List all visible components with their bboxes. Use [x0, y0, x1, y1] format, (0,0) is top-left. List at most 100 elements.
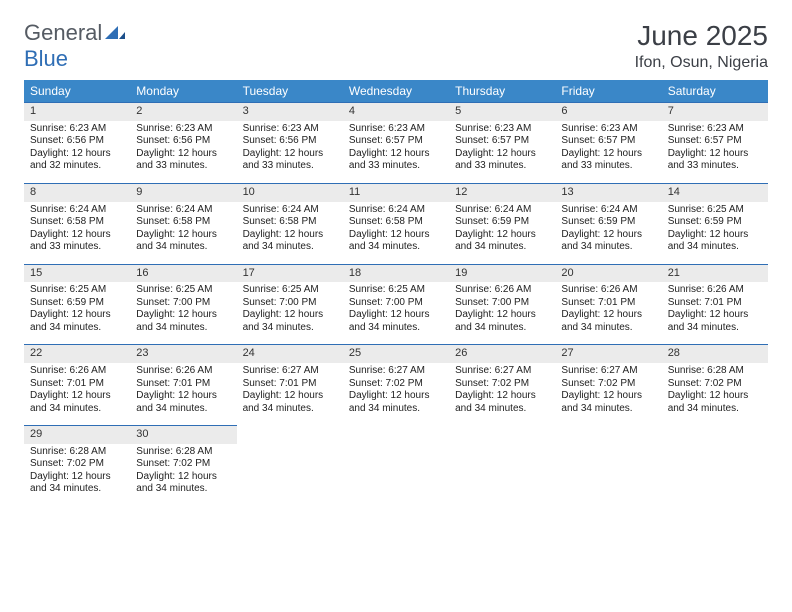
- daylight-line2: and 34 minutes.: [243, 322, 337, 335]
- sunset-text: Sunset: 6:59 PM: [561, 216, 655, 229]
- day-content: Sunrise: 6:26 AMSunset: 7:01 PMDaylight:…: [662, 282, 768, 344]
- day-content: Sunrise: 6:23 AMSunset: 6:57 PMDaylight:…: [662, 121, 768, 183]
- day-content: Sunrise: 6:24 AMSunset: 6:58 PMDaylight:…: [343, 202, 449, 264]
- sunrise-text: Sunrise: 6:24 AM: [136, 204, 230, 217]
- day-number-cell: 22: [24, 345, 130, 363]
- daylight-line1: Daylight: 12 hours: [455, 309, 549, 322]
- sunrise-text: Sunrise: 6:28 AM: [136, 446, 230, 459]
- day-number-cell: [343, 426, 449, 444]
- calendar-table: Sunday Monday Tuesday Wednesday Thursday…: [24, 80, 768, 506]
- sunset-text: Sunset: 7:02 PM: [668, 378, 762, 391]
- day-cell: Sunrise: 6:25 AMSunset: 7:00 PMDaylight:…: [237, 282, 343, 345]
- day-number-cell: 3: [237, 103, 343, 121]
- daylight-line2: and 34 minutes.: [455, 403, 549, 416]
- day-number-cell: 5: [449, 103, 555, 121]
- day-number-cell: 24: [237, 345, 343, 363]
- sunrise-text: Sunrise: 6:26 AM: [561, 284, 655, 297]
- daylight-line1: Daylight: 12 hours: [136, 229, 230, 242]
- sunset-text: Sunset: 6:59 PM: [455, 216, 549, 229]
- sunrise-text: Sunrise: 6:26 AM: [668, 284, 762, 297]
- day-number-cell: 6: [555, 103, 661, 121]
- sunset-text: Sunset: 6:57 PM: [349, 135, 443, 148]
- day-content: Sunrise: 6:23 AMSunset: 6:56 PMDaylight:…: [24, 121, 130, 183]
- day-number-cell: 2: [130, 103, 236, 121]
- dayhead-sat: Saturday: [662, 80, 768, 103]
- logo-sail-icon: [104, 24, 126, 42]
- day-cell: Sunrise: 6:23 AMSunset: 6:56 PMDaylight:…: [237, 121, 343, 184]
- week-content-row: Sunrise: 6:24 AMSunset: 6:58 PMDaylight:…: [24, 202, 768, 265]
- week-daynum-row: 891011121314: [24, 183, 768, 201]
- daylight-line2: and 34 minutes.: [243, 403, 337, 416]
- daylight-line2: and 34 minutes.: [30, 483, 124, 496]
- sunrise-text: Sunrise: 6:28 AM: [30, 446, 124, 459]
- sunrise-text: Sunrise: 6:24 AM: [561, 204, 655, 217]
- daylight-line2: and 34 minutes.: [349, 322, 443, 335]
- day-number: 18: [343, 265, 449, 283]
- day-content: Sunrise: 6:25 AMSunset: 7:00 PMDaylight:…: [130, 282, 236, 344]
- daylight-line1: Daylight: 12 hours: [455, 148, 549, 161]
- day-number-cell: 10: [237, 183, 343, 201]
- title-block: June 2025 Ifon, Osun, Nigeria: [635, 20, 768, 72]
- day-number-cell: 8: [24, 183, 130, 201]
- daylight-line1: Daylight: 12 hours: [455, 229, 549, 242]
- day-number-cell: 15: [24, 264, 130, 282]
- daylight-line1: Daylight: 12 hours: [349, 309, 443, 322]
- sunrise-text: Sunrise: 6:25 AM: [30, 284, 124, 297]
- sunset-text: Sunset: 7:02 PM: [30, 458, 124, 471]
- day-content: Sunrise: 6:26 AMSunset: 7:00 PMDaylight:…: [449, 282, 555, 344]
- daylight-line1: Daylight: 12 hours: [349, 148, 443, 161]
- daylight-line2: and 34 minutes.: [561, 322, 655, 335]
- sunset-text: Sunset: 7:01 PM: [668, 297, 762, 310]
- day-content: Sunrise: 6:23 AMSunset: 6:57 PMDaylight:…: [555, 121, 661, 183]
- day-cell: Sunrise: 6:25 AMSunset: 6:59 PMDaylight:…: [24, 282, 130, 345]
- day-cell: [449, 444, 555, 506]
- day-cell: [343, 444, 449, 506]
- day-number-cell: [662, 426, 768, 444]
- daylight-line2: and 34 minutes.: [668, 322, 762, 335]
- day-number: 29: [24, 426, 130, 444]
- sunrise-text: Sunrise: 6:23 AM: [349, 123, 443, 136]
- day-number: 6: [555, 103, 661, 121]
- day-cell: Sunrise: 6:23 AMSunset: 6:57 PMDaylight:…: [449, 121, 555, 184]
- day-number: 11: [343, 184, 449, 202]
- day-number: 5: [449, 103, 555, 121]
- day-number: 4: [343, 103, 449, 121]
- day-number-cell: 29: [24, 426, 130, 444]
- sunset-text: Sunset: 7:00 PM: [349, 297, 443, 310]
- page-header: General Blue June 2025 Ifon, Osun, Niger…: [24, 20, 768, 72]
- day-number: 23: [130, 345, 236, 363]
- day-content: Sunrise: 6:25 AMSunset: 7:00 PMDaylight:…: [343, 282, 449, 344]
- day-content: Sunrise: 6:24 AMSunset: 6:58 PMDaylight:…: [237, 202, 343, 264]
- day-number-cell: [237, 426, 343, 444]
- day-content: Sunrise: 6:28 AMSunset: 7:02 PMDaylight:…: [130, 444, 236, 506]
- day-number: 16: [130, 265, 236, 283]
- daylight-line2: and 34 minutes.: [561, 403, 655, 416]
- day-number: 30: [130, 426, 236, 444]
- daylight-line2: and 34 minutes.: [136, 241, 230, 254]
- daylight-line1: Daylight: 12 hours: [136, 148, 230, 161]
- day-cell: Sunrise: 6:26 AMSunset: 7:01 PMDaylight:…: [662, 282, 768, 345]
- daylight-line1: Daylight: 12 hours: [30, 309, 124, 322]
- day-cell: Sunrise: 6:24 AMSunset: 6:58 PMDaylight:…: [237, 202, 343, 265]
- sunrise-text: Sunrise: 6:27 AM: [243, 365, 337, 378]
- day-cell: Sunrise: 6:28 AMSunset: 7:02 PMDaylight:…: [130, 444, 236, 506]
- sunrise-text: Sunrise: 6:24 AM: [349, 204, 443, 217]
- day-cell: Sunrise: 6:24 AMSunset: 6:58 PMDaylight:…: [24, 202, 130, 265]
- sunrise-text: Sunrise: 6:27 AM: [455, 365, 549, 378]
- calendar-page: General Blue June 2025 Ifon, Osun, Niger…: [0, 0, 792, 526]
- day-number: 24: [237, 345, 343, 363]
- daylight-line1: Daylight: 12 hours: [136, 309, 230, 322]
- sunset-text: Sunset: 7:01 PM: [136, 378, 230, 391]
- daylight-line2: and 33 minutes.: [136, 160, 230, 173]
- week-content-row: Sunrise: 6:23 AMSunset: 6:56 PMDaylight:…: [24, 121, 768, 184]
- day-number: 19: [449, 265, 555, 283]
- day-number: 25: [343, 345, 449, 363]
- daylight-line1: Daylight: 12 hours: [243, 229, 337, 242]
- day-content: Sunrise: 6:23 AMSunset: 6:57 PMDaylight:…: [343, 121, 449, 183]
- sunset-text: Sunset: 6:58 PM: [243, 216, 337, 229]
- day-cell: Sunrise: 6:23 AMSunset: 6:56 PMDaylight:…: [130, 121, 236, 184]
- sunrise-text: Sunrise: 6:23 AM: [561, 123, 655, 136]
- sunrise-text: Sunrise: 6:23 AM: [136, 123, 230, 136]
- day-number-cell: 7: [662, 103, 768, 121]
- sunrise-text: Sunrise: 6:25 AM: [136, 284, 230, 297]
